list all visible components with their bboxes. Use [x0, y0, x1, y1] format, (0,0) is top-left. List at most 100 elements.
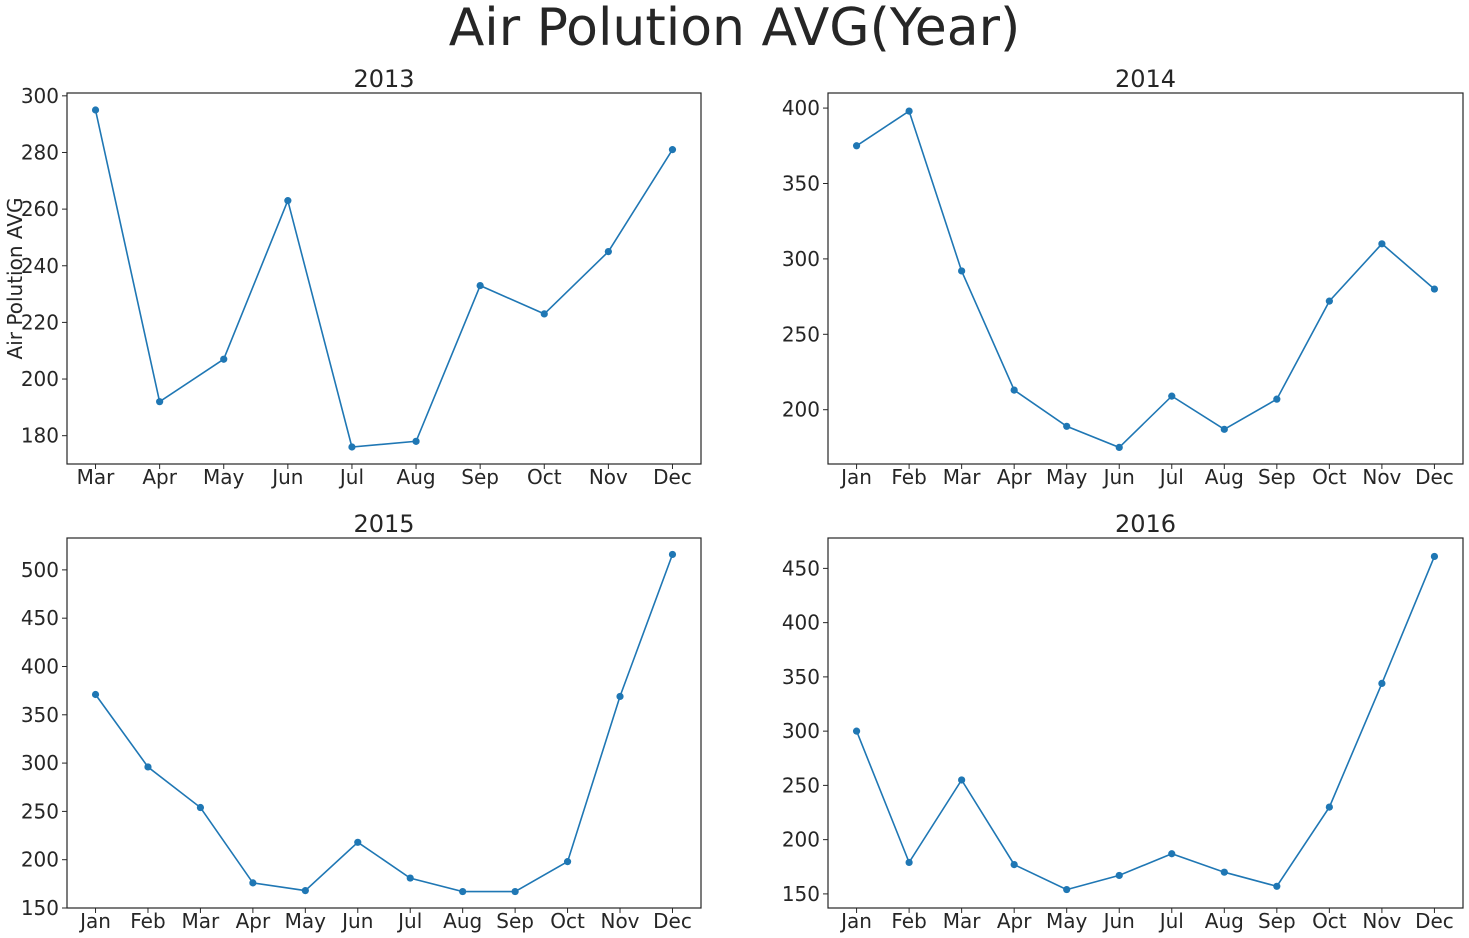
data-point	[1430, 285, 1439, 293]
data-point	[1273, 395, 1281, 403]
x-tick-label: Aug	[443, 909, 482, 933]
x-tick-label: Jan	[78, 909, 111, 933]
x-tick-label: Apr	[997, 465, 1032, 489]
y-tick-label: 350	[782, 665, 820, 689]
x-tick-label: Nov	[1362, 909, 1401, 933]
x-tick-label: Jul	[1158, 909, 1184, 933]
x-tick-label: May	[203, 465, 245, 489]
data-point	[354, 838, 362, 846]
y-tick-label: 150	[782, 882, 820, 906]
x-tick-label: Oct	[550, 909, 585, 933]
y-axis-label: Air Polution AVG	[3, 198, 27, 360]
data-point	[1115, 871, 1123, 880]
data-point	[511, 887, 519, 896]
x-tick-label: May	[1046, 465, 1088, 489]
x-tick-label: Sep	[1258, 909, 1296, 933]
x-tick-label: Mar	[943, 909, 982, 933]
x-tick-label: Nov	[600, 909, 639, 933]
data-point	[196, 803, 205, 812]
x-tick-label: Dec	[1415, 909, 1454, 933]
data-point	[1220, 425, 1228, 433]
subplot-3: 2016 150 200 250 300 350 400 450 Jan Feb Mar Apr May…	[782, 510, 1464, 933]
subplot-1: 2014 200 250 300 350 400 Jan Feb Mar Apr May Jun Jul…	[782, 65, 1464, 489]
x-tick-label: Apr	[236, 909, 271, 933]
data-point	[540, 310, 548, 318]
data-point	[958, 776, 966, 784]
data-point	[852, 727, 861, 735]
plot-frame	[827, 537, 1464, 909]
figure-title: Air Polution AVG(Year)	[448, 0, 1021, 58]
data-point	[668, 146, 677, 154]
data-point	[1063, 422, 1071, 430]
y-tick-label: 200	[21, 367, 59, 391]
data-point	[1168, 850, 1176, 858]
x-tick-label: Aug	[397, 465, 436, 489]
y-tick-label: 250	[782, 773, 820, 797]
series-line	[94, 554, 674, 893]
y-tick-label: 350	[782, 171, 820, 195]
subplot-0: 2013 Air Polution AVG 180 200 220 240 260 280 30…	[3, 65, 702, 489]
data-point	[852, 142, 861, 150]
y-tick-label: 400	[21, 654, 59, 678]
data-point	[91, 690, 100, 699]
plot-frame	[66, 537, 702, 909]
x-tick-label: Dec	[653, 465, 692, 489]
data-point	[144, 763, 152, 771]
data-point	[905, 107, 913, 115]
data-point	[406, 874, 414, 882]
data-point	[616, 692, 624, 701]
y-tick-label: 300	[21, 751, 59, 775]
y-tick-label: 300	[21, 84, 59, 108]
subplot-title: 2016	[1115, 510, 1176, 538]
x-tick-label: Oct	[1312, 465, 1347, 489]
x-tick-label: Jan	[839, 909, 872, 933]
y-tick-label: 250	[21, 799, 59, 823]
y-tick-label: 300	[782, 719, 820, 743]
y-tick-label: 280	[21, 140, 59, 164]
y-tick-label: 150	[21, 896, 59, 920]
data-point	[348, 443, 356, 451]
plot-frame	[827, 92, 1464, 465]
y-tick-label: 400	[782, 96, 820, 120]
y-tick-label: 260	[21, 197, 59, 221]
x-tick-label: Aug	[1205, 909, 1244, 933]
subplot-2: 2015 150 200 250 300 350 400 450 500 Jan Feb Mar Apr…	[21, 510, 702, 933]
data-point	[1168, 392, 1176, 400]
data-point	[563, 858, 572, 866]
data-point	[1325, 803, 1333, 811]
plot-frame	[66, 92, 702, 465]
y-tick-label: 240	[21, 254, 59, 278]
data-point	[1010, 386, 1018, 394]
data-point	[412, 437, 420, 445]
series-line	[94, 109, 674, 448]
x-tick-label: Feb	[891, 909, 926, 933]
x-tick-label: Aug	[1205, 465, 1244, 489]
x-tick-label: Jun	[1102, 909, 1135, 933]
x-tick-label: Jan	[839, 465, 872, 489]
x-tick-label: Mar	[182, 909, 221, 933]
data-point	[1273, 882, 1281, 890]
x-tick-label: Jul	[338, 465, 364, 489]
x-tick-label: Apr	[997, 909, 1032, 933]
x-tick-label: May	[1046, 909, 1088, 933]
x-tick-label: Feb	[130, 909, 165, 933]
x-tick-label: May	[285, 909, 327, 933]
y-tick-label: 450	[21, 606, 59, 630]
y-tick-label: 220	[21, 310, 59, 334]
data-point	[668, 550, 677, 559]
data-point	[958, 267, 966, 275]
x-tick-label: Oct	[1312, 909, 1347, 933]
x-tick-label: Dec	[1415, 465, 1454, 489]
x-tick-label: Sep	[496, 909, 534, 933]
x-tick-label: Nov	[1362, 465, 1401, 489]
subplot-title: 2014	[1115, 65, 1176, 93]
y-tick-label: 350	[21, 703, 59, 727]
data-point	[1063, 885, 1071, 894]
x-tick-label: Nov	[589, 465, 628, 489]
y-tick-label: 500	[21, 558, 59, 582]
data-point	[249, 879, 257, 887]
series-line	[855, 556, 1436, 891]
x-tick-label: Jun	[340, 909, 373, 933]
